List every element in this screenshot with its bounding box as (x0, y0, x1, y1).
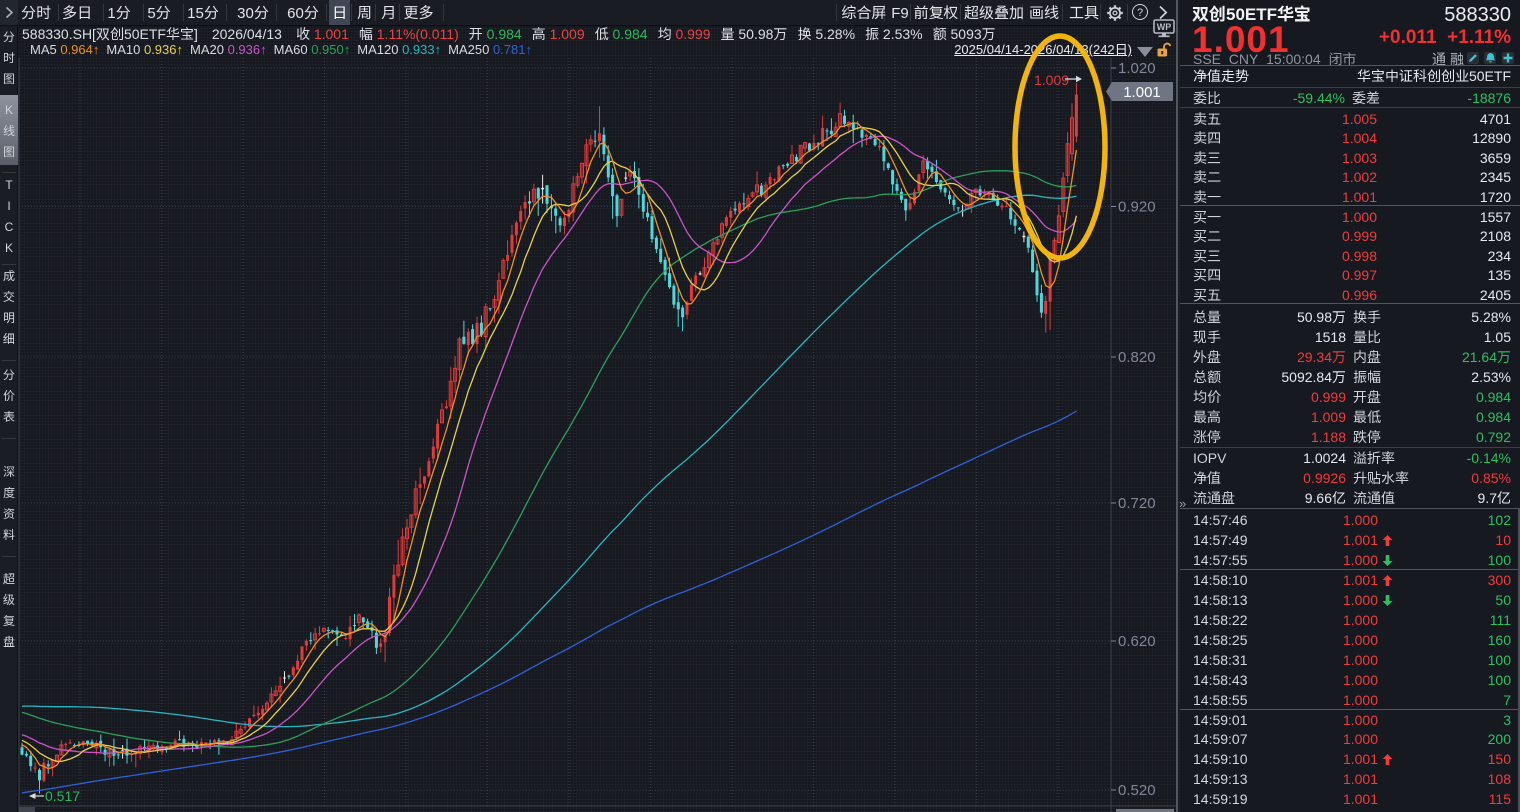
svg-text:1.009: 1.009 (1034, 70, 1069, 90)
svg-text:1.020: 1.020 (1118, 58, 1156, 78)
svg-text:0.520: 0.520 (1118, 779, 1156, 800)
svg-text:0.620: 0.620 (1118, 630, 1156, 651)
svg-text:0.820: 0.820 (1118, 346, 1156, 367)
svg-text:WP: WP (1157, 22, 1172, 32)
svg-text:0.920: 0.920 (1118, 196, 1156, 217)
svg-text:0.720: 0.720 (1118, 492, 1156, 513)
svg-text:0.517: 0.517 (45, 786, 80, 806)
svg-text:1.001: 1.001 (1123, 81, 1161, 102)
